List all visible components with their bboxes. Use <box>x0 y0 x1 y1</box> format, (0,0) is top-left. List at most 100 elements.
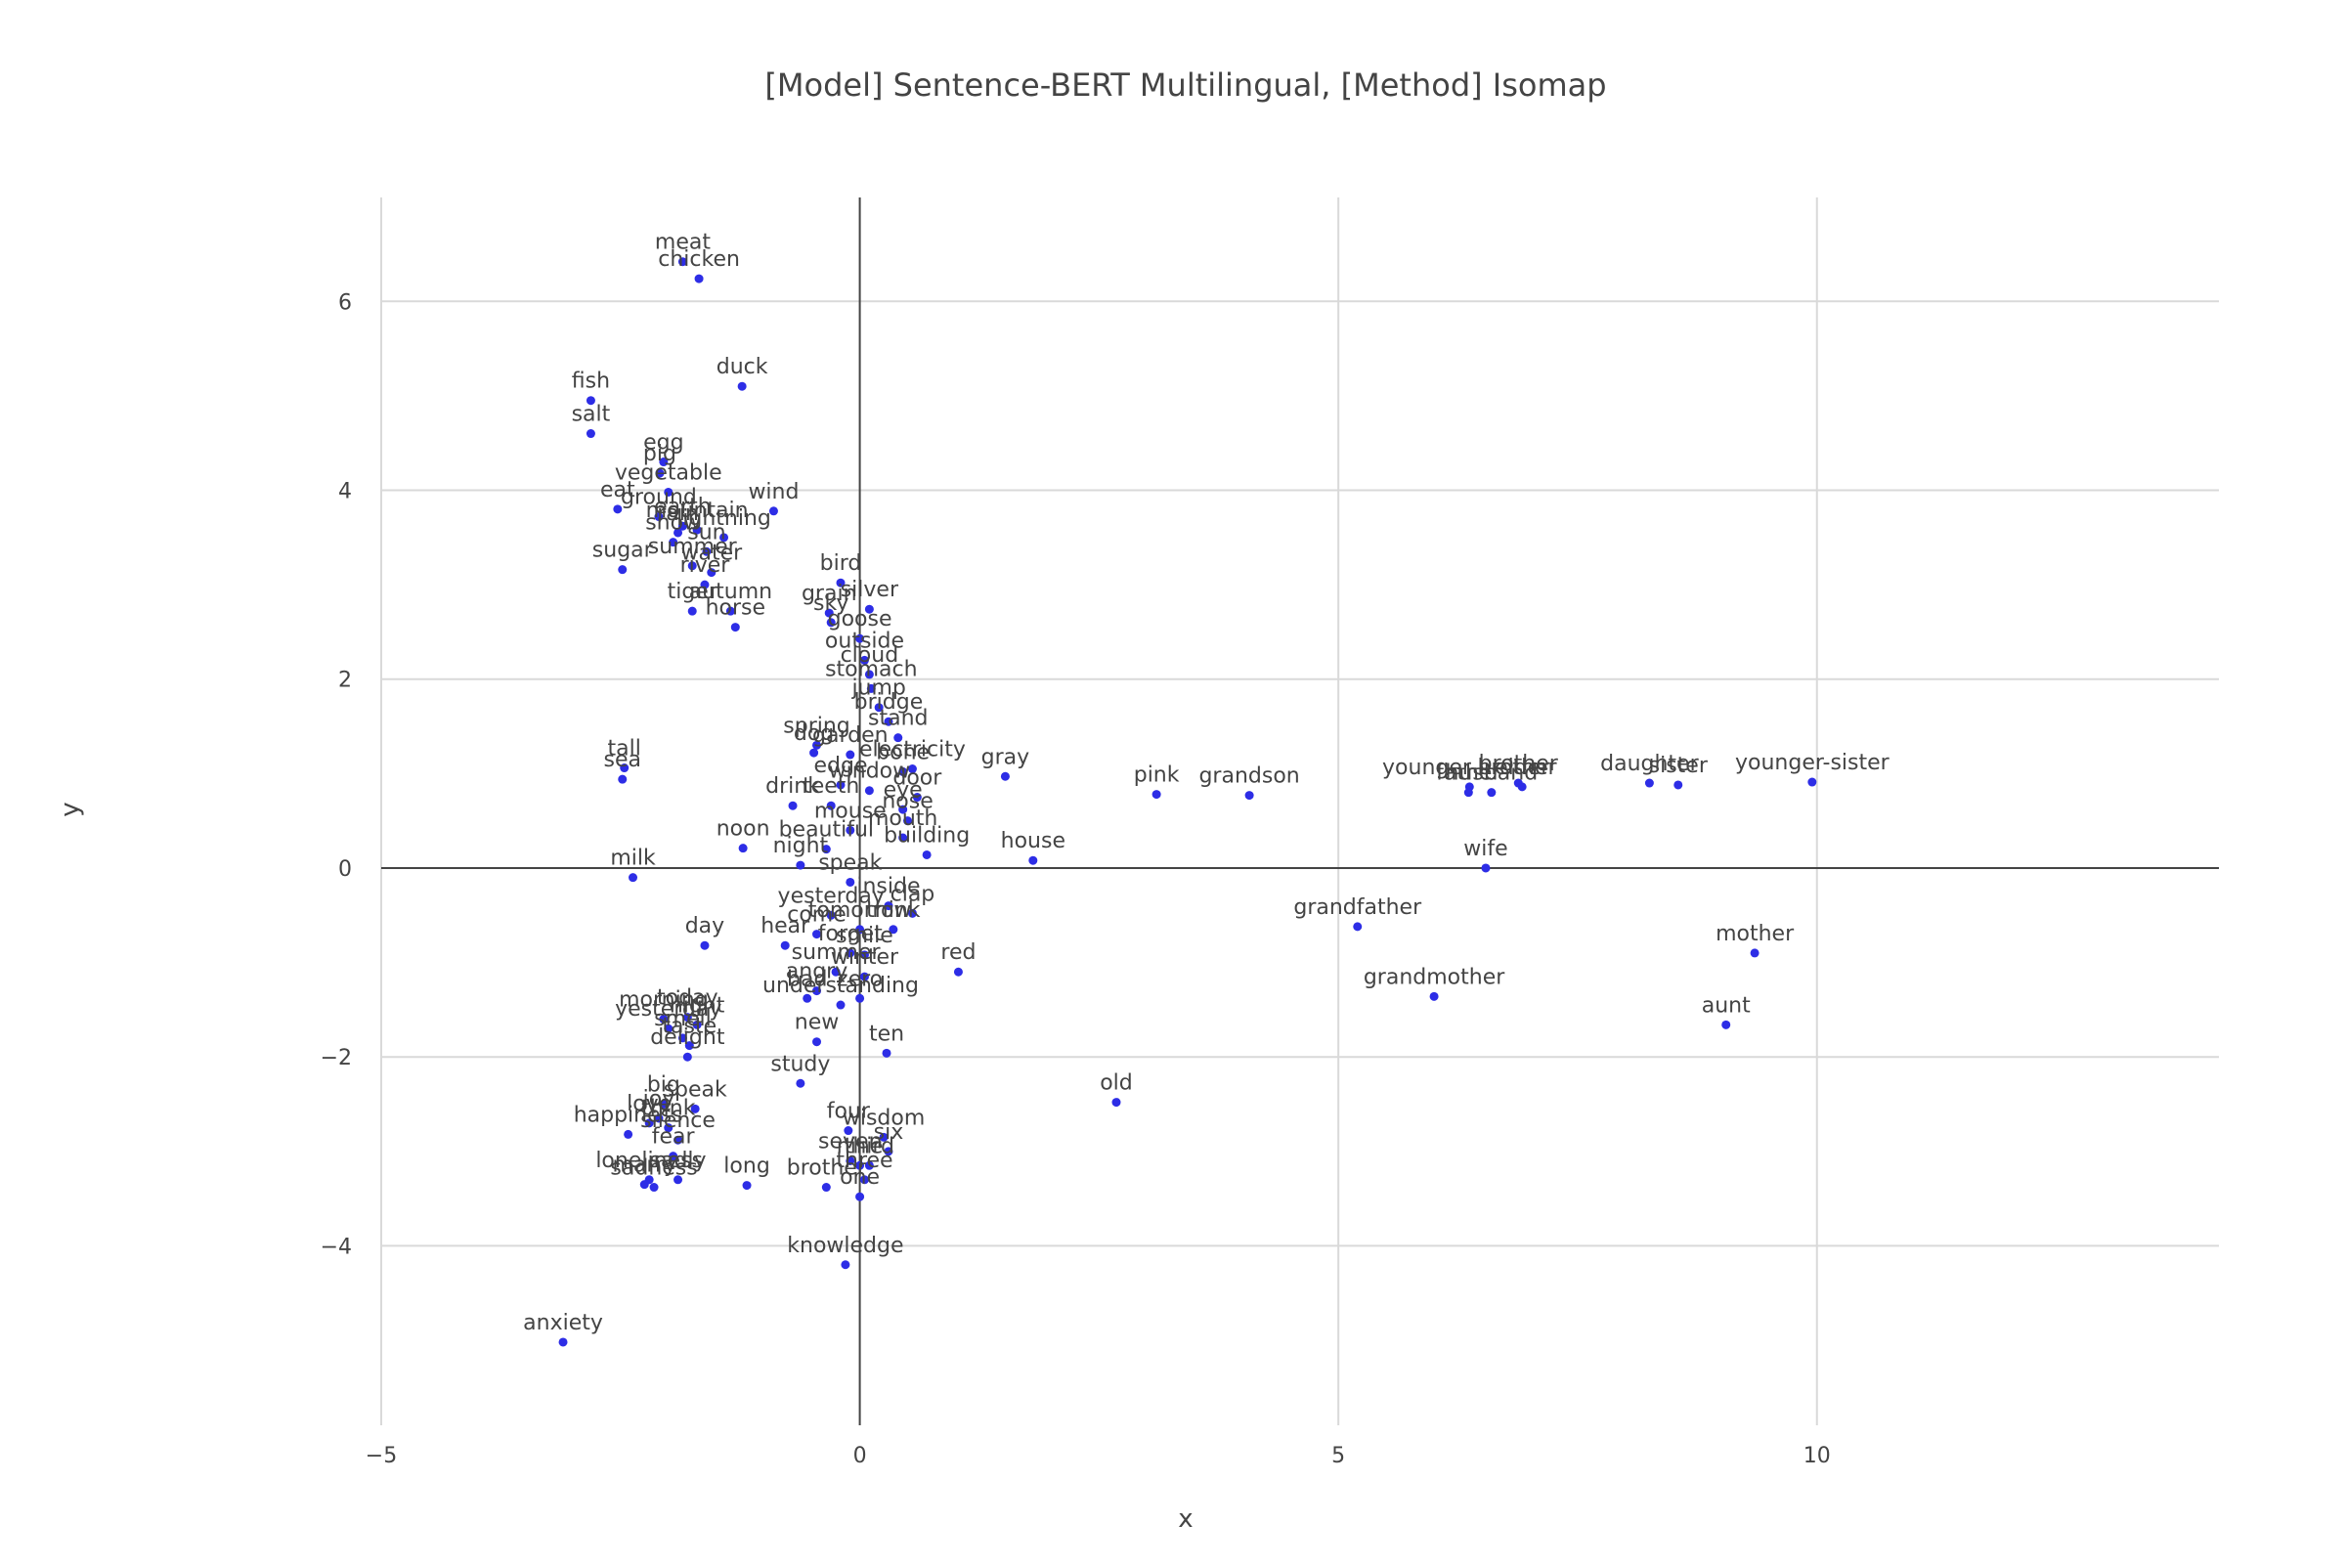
point-label: house <box>1001 829 1065 853</box>
scatter-point <box>586 429 595 439</box>
point-label: forget <box>818 922 883 946</box>
point-label: cloud <box>841 643 899 668</box>
scatter-point <box>879 1132 889 1142</box>
chart-title: [Model] Sentence-BERT Multilingual, [Met… <box>764 66 1606 104</box>
scatter-point <box>684 1041 694 1051</box>
scatter-point <box>673 528 683 538</box>
point-label: bridge <box>854 690 924 715</box>
y-tick-label: 0 <box>338 857 352 882</box>
point-label: garden <box>812 723 889 748</box>
scatter-point <box>846 948 855 958</box>
point-label: understanding <box>762 974 919 998</box>
point-label: hear <box>760 914 810 938</box>
point-label: silence <box>640 1109 716 1133</box>
point-label: inside <box>856 875 920 899</box>
point-label: night <box>773 834 829 858</box>
point-label: egg <box>643 431 683 456</box>
point-label: eat <box>600 478 635 502</box>
point-label: think <box>641 1097 696 1121</box>
scatter-point <box>687 606 697 616</box>
scatter-point <box>730 623 740 632</box>
point-label: pink <box>1134 763 1180 788</box>
point-label: think <box>866 898 921 923</box>
point-label: sea <box>604 748 641 772</box>
point-label: today <box>657 986 718 1011</box>
point-label: lightning <box>676 506 771 531</box>
scatter-point <box>687 561 697 571</box>
scatter-point <box>788 801 798 810</box>
scatter-point <box>1429 991 1439 1001</box>
scatter-point <box>1673 780 1683 790</box>
point-label: autumn <box>689 580 772 604</box>
point-label: stand <box>868 707 928 731</box>
point-label: tall <box>608 737 641 762</box>
scatter-point <box>898 766 908 776</box>
scatter-point <box>659 1015 669 1024</box>
point-label: summer <box>648 535 738 559</box>
point-label: sky <box>813 591 848 616</box>
point-label: window <box>829 760 910 784</box>
scatter-point <box>1000 771 1010 781</box>
point-label: day <box>685 914 724 938</box>
point-label: rain <box>657 501 699 526</box>
scatter-point <box>846 877 855 887</box>
y-axis-title: y <box>56 802 85 816</box>
scatter-point <box>846 825 855 835</box>
scatter-point <box>1517 782 1527 792</box>
scatter-point <box>1244 791 1254 801</box>
point-label: snow <box>645 511 701 536</box>
point-labels: meatchickenduckfishsalteggpigvegetableea… <box>523 231 1890 1335</box>
point-label: husband <box>1445 762 1538 786</box>
point-label: love <box>627 1092 672 1116</box>
point-label: salt <box>572 403 611 427</box>
scatter-point <box>1151 790 1161 800</box>
scatter-point <box>692 1020 702 1029</box>
point-label: yesterday <box>778 884 885 908</box>
scatter-point <box>677 521 687 531</box>
scatter-point <box>846 750 855 760</box>
scatter-point <box>1807 777 1817 787</box>
scatter-point <box>669 1152 678 1161</box>
scatter-point <box>1644 778 1654 788</box>
scatter-point <box>859 950 869 960</box>
scatter-point <box>855 1192 865 1201</box>
point-label: speak <box>818 850 882 875</box>
point-label: big <box>647 1073 680 1098</box>
point-label: aunt <box>1702 993 1751 1018</box>
scatter-point <box>866 683 876 693</box>
scatter-point <box>618 774 628 784</box>
point-label: sadness <box>610 1156 697 1181</box>
scatter-point <box>803 993 812 1003</box>
point-label: wife <box>1463 837 1507 861</box>
scatter-point <box>855 925 865 935</box>
scatter-point <box>664 487 673 497</box>
x-tick-label: 0 <box>853 1444 867 1468</box>
scatter-point <box>725 606 735 616</box>
point-label: younger-brother <box>1382 756 1558 780</box>
point-label: sister <box>1649 754 1709 778</box>
point-label: dog <box>794 721 834 746</box>
point-label: gray <box>981 745 1030 769</box>
scatter-point <box>682 1052 692 1062</box>
scatter-point <box>558 1337 568 1347</box>
scatter-point <box>855 633 865 643</box>
point-label: pig <box>643 442 676 466</box>
point-label: winter <box>831 945 899 970</box>
scatter-point <box>690 1104 700 1113</box>
scatter-point <box>768 506 778 516</box>
y-tick-label: 4 <box>338 480 352 504</box>
scatter-point <box>1487 788 1497 798</box>
scatter-point <box>629 873 638 883</box>
point-label: come <box>787 903 847 928</box>
scatter-point <box>702 546 712 556</box>
scatter-point <box>1028 855 1038 865</box>
x-tick-label: −5 <box>366 1444 397 1468</box>
point-label: goose <box>828 607 892 632</box>
point-label: bird <box>820 551 862 576</box>
scatter-point <box>898 805 908 814</box>
point-label: six <box>874 1120 904 1145</box>
scatter-point <box>677 1033 687 1043</box>
point-label: smile <box>836 924 893 948</box>
point-label: tomorrow <box>808 898 912 923</box>
scatter-point <box>859 1175 869 1185</box>
